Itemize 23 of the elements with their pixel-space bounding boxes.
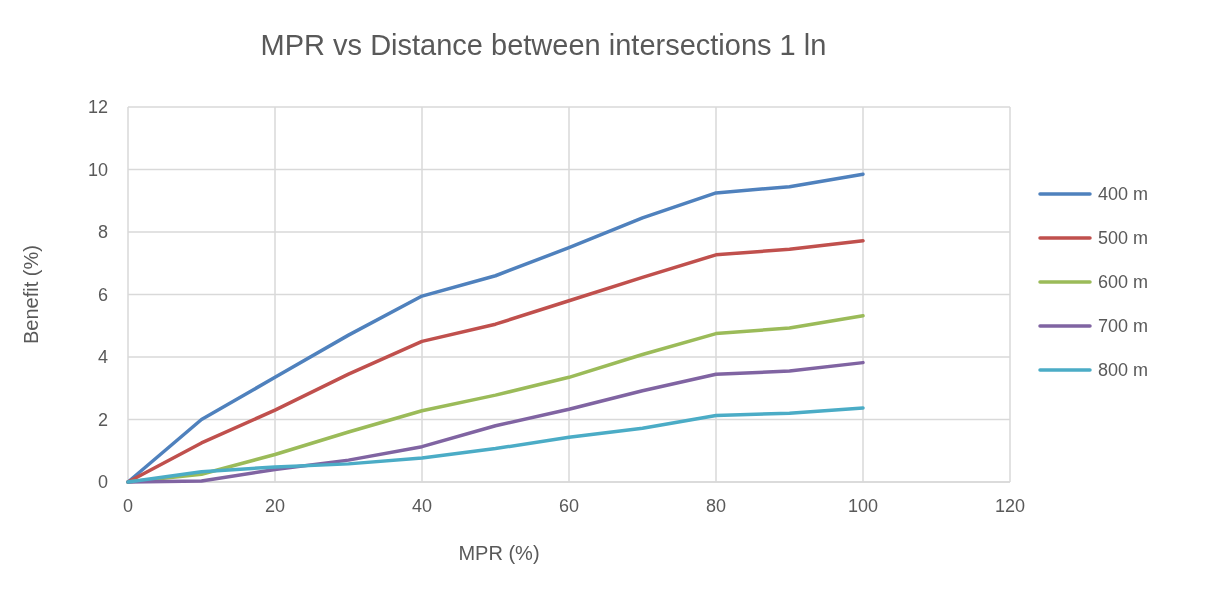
x-tick-label: 20 (264, 496, 286, 516)
line-series (126, 406, 865, 484)
y-tick-label: 0 (97, 472, 108, 492)
y-tick-label: 4 (97, 347, 108, 367)
x-tick-label: 120 (994, 496, 1026, 516)
legend-label: 600 m (1098, 272, 1149, 292)
y-tick-label: 8 (97, 222, 108, 242)
x-tick-label: 0 (122, 496, 134, 516)
x-tick-label: 80 (705, 496, 727, 516)
y-axis-title: Benefit (%) (20, 245, 42, 344)
legend-label: 400 m (1098, 184, 1149, 204)
x-tick-label: 60 (558, 496, 580, 516)
x-axis-title: MPR (%) (458, 542, 540, 564)
y-tick-label: 6 (97, 284, 108, 305)
y-tick-label: 2 (97, 409, 108, 430)
chart-title: MPR vs Distance between intersections 1 ln (260, 29, 827, 61)
legend-label: 800 m (1098, 360, 1149, 380)
legend-label: 700 m (1098, 316, 1149, 336)
x-tick-label: 40 (411, 496, 433, 516)
y-tick-label: 10 (87, 159, 108, 180)
x-tick-label: 100 (847, 496, 879, 516)
legend-label: 500 m (1098, 228, 1149, 248)
y-tick-label: 12 (87, 97, 108, 117)
